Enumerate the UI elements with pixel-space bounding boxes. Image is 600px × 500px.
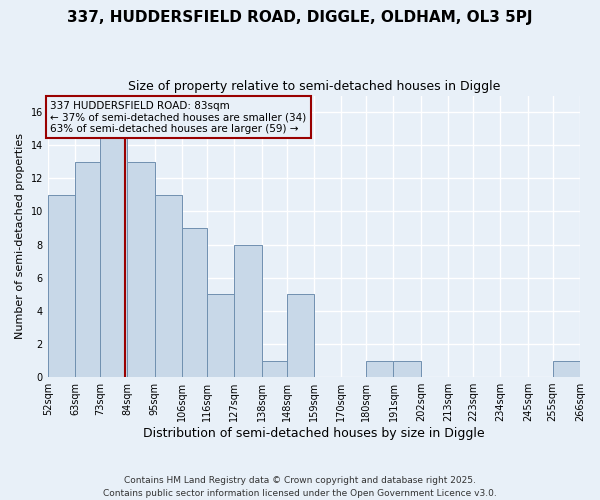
Bar xyxy=(394,360,421,377)
Bar xyxy=(127,162,155,377)
Text: 337 HUDDERSFIELD ROAD: 83sqm
← 37% of semi-detached houses are smaller (34)
63% : 337 HUDDERSFIELD ROAD: 83sqm ← 37% of se… xyxy=(50,100,307,134)
X-axis label: Distribution of semi-detached houses by size in Diggle: Distribution of semi-detached houses by … xyxy=(143,427,485,440)
Text: 337, HUDDERSFIELD ROAD, DIGGLE, OLDHAM, OL3 5PJ: 337, HUDDERSFIELD ROAD, DIGGLE, OLDHAM, … xyxy=(67,10,533,25)
Bar xyxy=(100,128,127,377)
Text: Contains HM Land Registry data © Crown copyright and database right 2025.
Contai: Contains HM Land Registry data © Crown c… xyxy=(103,476,497,498)
Bar xyxy=(155,195,182,377)
Bar xyxy=(262,360,287,377)
Bar xyxy=(366,360,394,377)
Bar xyxy=(553,360,580,377)
Bar xyxy=(235,244,262,377)
Bar xyxy=(182,228,207,377)
Bar xyxy=(207,294,235,377)
Bar xyxy=(75,162,100,377)
Y-axis label: Number of semi-detached properties: Number of semi-detached properties xyxy=(15,134,25,340)
Bar xyxy=(48,195,75,377)
Bar xyxy=(287,294,314,377)
Title: Size of property relative to semi-detached houses in Diggle: Size of property relative to semi-detach… xyxy=(128,80,500,93)
